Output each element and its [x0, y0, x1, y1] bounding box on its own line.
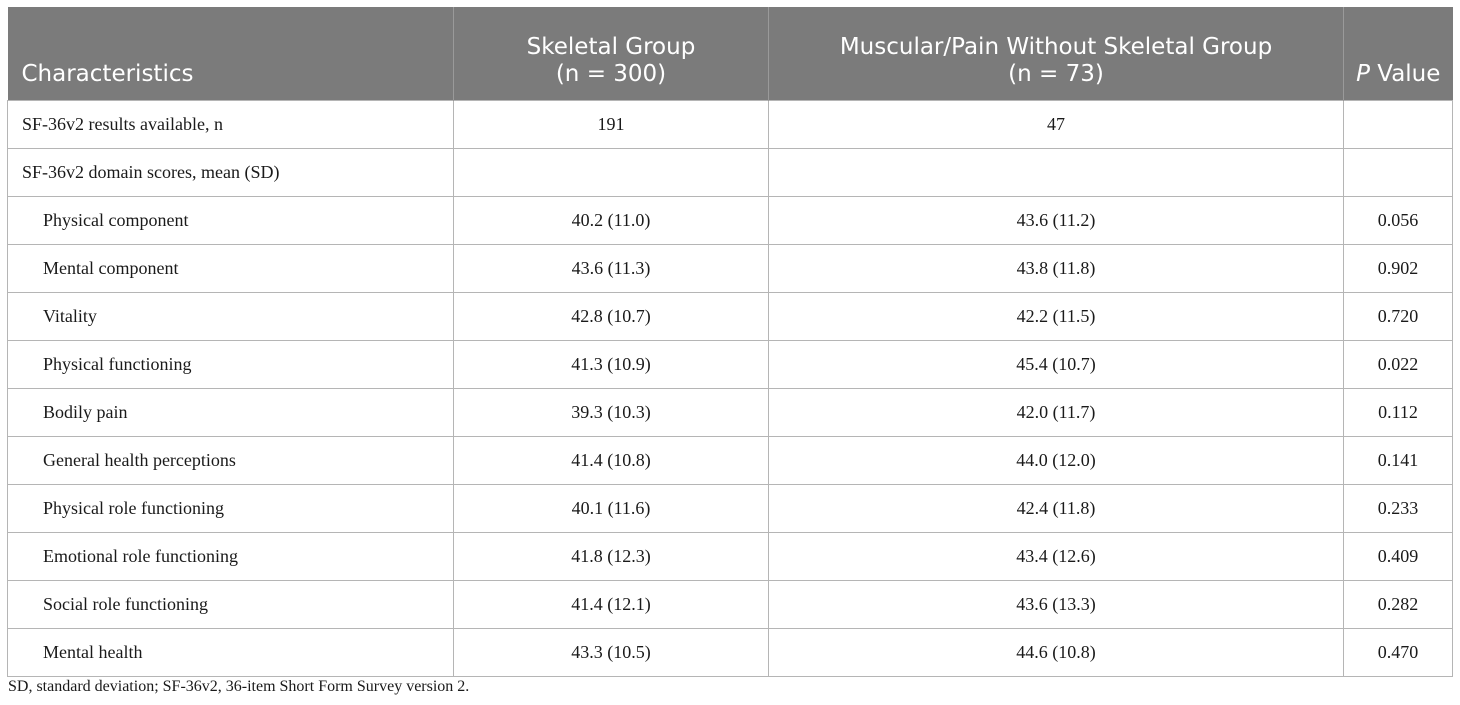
skeletal-value: 43.3 (10.5): [453, 628, 769, 677]
muscular-value: 47: [768, 100, 1344, 149]
row-label: Vitality: [7, 292, 454, 341]
muscular-value: 43.4 (12.6): [768, 532, 1344, 581]
p-value: 0.112: [1343, 388, 1453, 437]
skeletal-value: 43.6 (11.3): [453, 244, 769, 293]
muscular-value: 43.6 (11.2): [768, 196, 1344, 245]
p-value: 0.720: [1343, 292, 1453, 341]
table-row: Emotional role functioning 41.8 (12.3) 43.…: [7, 532, 1453, 581]
row-label: Physical functioning: [7, 340, 454, 389]
table-row: SF-36v2 results available, n 191 47: [7, 100, 1453, 149]
skeletal-value: 42.8 (10.7): [453, 292, 769, 341]
p-value: 0.409: [1343, 532, 1453, 581]
row-label: Emotional role functioning: [7, 532, 454, 581]
table-footnote: SD, standard deviation; SF-36v2, 36-item…: [8, 678, 470, 695]
skeletal-value: 191: [453, 100, 769, 149]
p-value: 0.902: [1343, 244, 1453, 293]
p-value: 0.470: [1343, 628, 1453, 677]
table-body: SF-36v2 results available, n 191 47 SF-36v2…: [7, 100, 1453, 677]
table-row: Physical role functioning 40.1 (11.6) 42.4…: [7, 484, 1453, 533]
row-label: Mental health: [7, 628, 454, 677]
table-row: Social role functioning 41.4 (12.1) 43.6 (…: [7, 580, 1453, 629]
p-value: 0.282: [1343, 580, 1453, 629]
table-row: SF-36v2 domain scores, mean (SD): [7, 148, 1453, 197]
header-p-italic: P: [1356, 61, 1370, 87]
header-p-rest: Value: [1369, 61, 1441, 87]
header-row: Characteristics Skeletal Group (n = 300)…: [7, 7, 1453, 101]
table-row: Vitality 42.8 (10.7) 42.2 (11.5) 0.720: [7, 292, 1453, 341]
header-muscular-n: (n = 73): [1008, 61, 1104, 87]
skeletal-value: 41.3 (10.9): [453, 340, 769, 389]
row-label: General health perceptions: [7, 436, 454, 485]
row-label: Social role functioning: [7, 580, 454, 629]
table-row: General health perceptions 41.4 (10.8) 44.…: [7, 436, 1453, 485]
sf36-results-table: Characteristics Skeletal Group (n = 300)…: [7, 7, 1453, 677]
header-p-value: P Value: [1343, 7, 1453, 101]
header-muscular-title: Muscular/Pain Without Skeletal Group: [839, 34, 1273, 60]
skeletal-value: 40.1 (11.6): [453, 484, 769, 533]
skeletal-value: [453, 148, 769, 197]
muscular-value: 44.0 (12.0): [768, 436, 1344, 485]
p-value: 0.056: [1343, 196, 1453, 245]
p-value: 0.022: [1343, 340, 1453, 389]
p-value: [1343, 100, 1453, 149]
row-label: Mental component: [7, 244, 454, 293]
table-row: Physical component 40.2 (11.0) 43.6 (11.2)…: [7, 196, 1453, 245]
row-label: SF-36v2 results available, n: [7, 100, 454, 149]
header-muscular-group: Muscular/Pain Without Skeletal Group (n …: [768, 7, 1344, 101]
muscular-value: 42.4 (11.8): [768, 484, 1344, 533]
muscular-value: 44.6 (10.8): [768, 628, 1344, 677]
p-value: 0.141: [1343, 436, 1453, 485]
header-skeletal-title: Skeletal Group: [526, 34, 696, 60]
muscular-value: 45.4 (10.7): [768, 340, 1344, 389]
row-label: Physical role functioning: [7, 484, 454, 533]
table-row: Bodily pain 39.3 (10.3) 42.0 (11.7) 0.112: [7, 388, 1453, 437]
table-container: Characteristics Skeletal Group (n = 300)…: [7, 7, 1453, 677]
table-row: Physical functioning 41.3 (10.9) 45.4 (10.…: [7, 340, 1453, 389]
header-skeletal-group: Skeletal Group (n = 300): [453, 7, 769, 101]
muscular-value: 42.2 (11.5): [768, 292, 1344, 341]
muscular-value: 42.0 (11.7): [768, 388, 1344, 437]
skeletal-value: 41.4 (12.1): [453, 580, 769, 629]
skeletal-value: 39.3 (10.3): [453, 388, 769, 437]
p-value: 0.233: [1343, 484, 1453, 533]
row-label: Bodily pain: [7, 388, 454, 437]
header-skeletal-n: (n = 300): [555, 61, 667, 87]
skeletal-value: 40.2 (11.0): [453, 196, 769, 245]
table-row: Mental health 43.3 (10.5) 44.6 (10.8) 0.470: [7, 628, 1453, 677]
muscular-value: 43.6 (13.3): [768, 580, 1344, 629]
muscular-value: 43.8 (11.8): [768, 244, 1344, 293]
muscular-value: [768, 148, 1344, 197]
header-characteristics: Characteristics: [7, 7, 454, 101]
row-label: SF-36v2 domain scores, mean (SD): [7, 148, 454, 197]
skeletal-value: 41.4 (10.8): [453, 436, 769, 485]
p-value: [1343, 148, 1453, 197]
skeletal-value: 41.8 (12.3): [453, 532, 769, 581]
table-header: Characteristics Skeletal Group (n = 300)…: [7, 7, 1453, 101]
row-label: Physical component: [7, 196, 454, 245]
table-row: Mental component 43.6 (11.3) 43.8 (11.8) 0.…: [7, 244, 1453, 293]
